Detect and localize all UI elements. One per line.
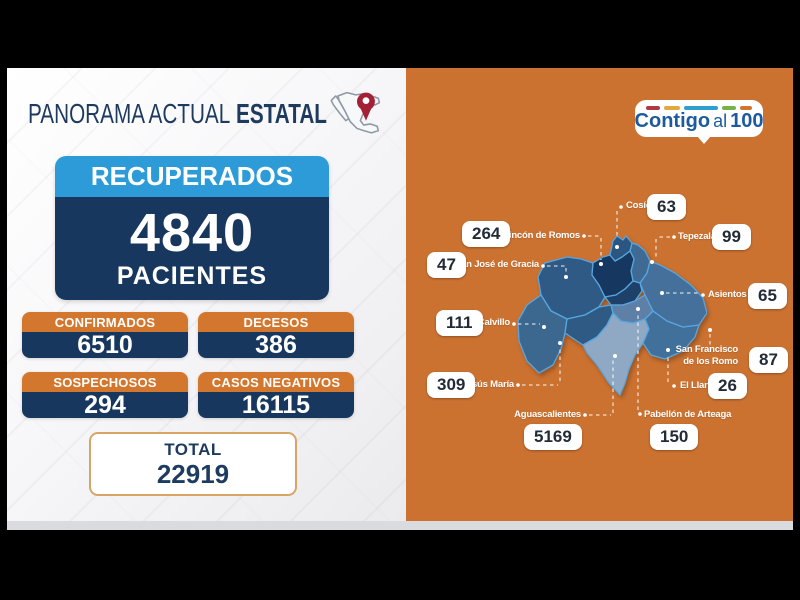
stat-card-decesos: DECESOS 386: [198, 312, 354, 358]
stat-label: CONFIRMADOS: [22, 312, 188, 332]
map-label-calvillo: Calvillo: [477, 317, 510, 328]
page-title-bold: ESTATAL: [236, 98, 327, 129]
contigo-al-100-logo: Contigo al 100: [634, 100, 764, 144]
frame-bottom-strip: [7, 521, 793, 530]
map-label-san-jose-de-gracia: San José de Gracia: [454, 259, 539, 270]
map-badge-san-jose-de-gracia: 47: [427, 252, 466, 279]
logo-dash-blue: [684, 106, 718, 110]
stat-card-casos-negativos: CASOS NEGATIVOS 16115: [198, 372, 354, 418]
map-badge-el-llano: 26: [708, 373, 747, 400]
logo-dash-orange: [740, 106, 752, 110]
stat-value: 386: [198, 332, 354, 358]
stat-card-confirmados: CONFIRMADOS 6510: [22, 312, 188, 358]
map-label-san-francisco-de-los-romo: San Francisco de los Romo: [675, 344, 739, 367]
page-title-regular: PANORAMA ACTUAL: [28, 98, 231, 129]
page-title: PANORAMA ACTUAL ESTATAL: [28, 98, 327, 130]
logo-word-100: 100: [730, 110, 764, 132]
recovered-card-body: 4840 PACIENTES: [55, 197, 329, 300]
stat-label: SOSPECHOSOS: [22, 372, 188, 392]
recovered-value: 4840: [129, 203, 255, 263]
stat-value: 16115: [198, 392, 354, 418]
stat-value: 294: [22, 392, 188, 418]
logo-word-al: al: [713, 111, 728, 131]
logo-dash-yellow: [664, 106, 680, 110]
map-label-pabellon-de-arteaga: Pabellón de Arteaga: [644, 409, 732, 420]
mexico-map-pin-icon: [330, 91, 381, 134]
logo-color-dashes: [635, 106, 763, 110]
map-label-rincon-de-romos: Rincón de Romos: [502, 230, 580, 241]
total-box: TOTAL 22919: [89, 432, 297, 496]
page-title-row: PANORAMA ACTUAL ESTATAL: [28, 91, 432, 134]
map-panel: Contigo al 100 Cosío Rincó: [406, 68, 793, 521]
stat-card-sospechosos: SOSPECHOSOS 294: [22, 372, 188, 418]
recovered-card: RECUPERADOS 4840 PACIENTES: [55, 156, 329, 300]
map-badge-rincon-de-romos: 264: [462, 221, 511, 248]
recovered-card-header: RECUPERADOS: [55, 156, 329, 197]
aguascalientes-state-map: [517, 235, 707, 396]
total-value: 22919: [156, 458, 230, 489]
stat-label: DECESOS: [198, 312, 354, 332]
stat-value: 6510: [22, 332, 188, 358]
stats-grid: CONFIRMADOS 6510 DECESOS 386 SOSPECHOSOS…: [22, 312, 354, 418]
map-badge-calvillo: 111: [436, 310, 483, 337]
map-label-aguascalientes: Aguascalientes: [514, 409, 581, 420]
map-badge-cosio: 63: [647, 194, 686, 221]
map-badge-pabellon-de-arteaga: 150: [650, 424, 699, 451]
logo-dash-green: [722, 106, 736, 110]
stat-label: CASOS NEGATIVOS: [198, 372, 354, 392]
map-badge-tepezala: 99: [712, 224, 751, 251]
map-badge-aguascalientes: 5169: [524, 424, 582, 451]
stats-panel: PANORAMA ACTUAL ESTATAL RECUPERADOS 4840…: [7, 68, 406, 521]
map-label-cosio: Cosío: [626, 200, 652, 211]
map-badge-asientos: 65: [748, 283, 787, 310]
map-label-jesus-maria: Jesús María: [461, 379, 514, 390]
logo-dash-red: [646, 106, 660, 110]
total-label: TOTAL: [164, 439, 222, 459]
map-badge-jesus-maria: 309: [427, 372, 476, 399]
recovered-unit: PACIENTES: [116, 262, 268, 290]
map-label-asientos: Asientos: [708, 289, 747, 300]
map-label-el-llano: El Llano: [680, 380, 716, 391]
logo-word-contigo: Contigo: [634, 110, 711, 132]
logo-text: Contigo al 100: [634, 110, 764, 132]
map-badge-san-francisco-de-los-romo: 87: [749, 347, 788, 374]
map-label-tepezala: Tepezalá: [678, 231, 716, 242]
